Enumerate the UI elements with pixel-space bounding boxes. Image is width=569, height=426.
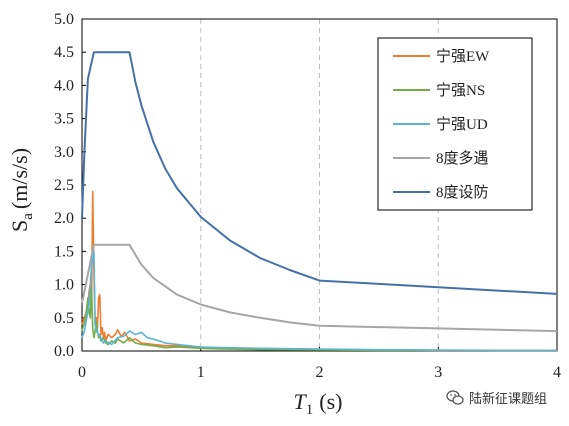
y-tick-label: 1.0 <box>54 277 74 294</box>
y-tick-label: 4.0 <box>54 77 74 94</box>
series-line-3 <box>81 243 558 333</box>
series-lines <box>81 51 558 352</box>
legend-label-0: 宁强EW <box>436 48 490 65</box>
y-axis-title: Sa (m/s/s) <box>7 148 36 232</box>
legend-label-1: 宁强NS <box>436 82 485 99</box>
y-tick-label: 2.5 <box>54 177 74 194</box>
x-tick-label: 1 <box>197 364 205 381</box>
legend-label-4: 8度设防 <box>436 184 489 201</box>
x-tick-label: 4 <box>553 364 561 381</box>
x-tick-labels: 0 1 2 3 4 <box>78 347 561 381</box>
x-tick-label: 2 <box>316 364 324 381</box>
x-tick-label: 0 <box>78 364 86 381</box>
y-tick-label: 4.5 <box>54 44 74 61</box>
series-line-1 <box>81 287 557 352</box>
y-axis-title-sub: a <box>20 213 36 220</box>
x-axis-title-main: T <box>294 389 308 414</box>
x-tick-label: 3 <box>434 364 442 381</box>
y-axis-title-unit: (m/s/s) <box>7 148 32 209</box>
watermark: 陆新征课题组 <box>446 388 547 407</box>
x-axis-title-unit: (s) <box>319 389 342 414</box>
x-axis-title-sub: 1 <box>306 402 314 418</box>
x-axis-title: T1 (s) <box>294 389 343 418</box>
y-axis-title-main: S <box>7 220 32 232</box>
y-tick-label: 0.5 <box>54 310 74 327</box>
y-tick-label: 1.5 <box>54 243 74 260</box>
y-tick-label: 5.0 <box>54 11 74 28</box>
series-line-4 <box>81 51 558 295</box>
y-tick-label: 2.0 <box>54 210 74 227</box>
wechat-icon <box>446 389 464 405</box>
watermark-text: 陆新征课题组 <box>469 392 548 407</box>
y-tick-labels: 0.0 0.5 1.0 1.5 2.0 2.5 3.0 3.5 4.0 4.5 5.0 <box>54 11 86 360</box>
legend-label-3: 8度多遇 <box>436 150 489 167</box>
y-tick-label: 0.0 <box>54 343 74 360</box>
legend: 宁强EW 宁强NS 宁强UD 8度多遇 8度设防 <box>377 37 533 211</box>
y-tick-label: 3.5 <box>54 111 74 128</box>
series-line-2 <box>81 250 557 352</box>
y-tick-label: 3.0 <box>54 144 74 161</box>
legend-label-2: 宁强UD <box>436 116 488 133</box>
